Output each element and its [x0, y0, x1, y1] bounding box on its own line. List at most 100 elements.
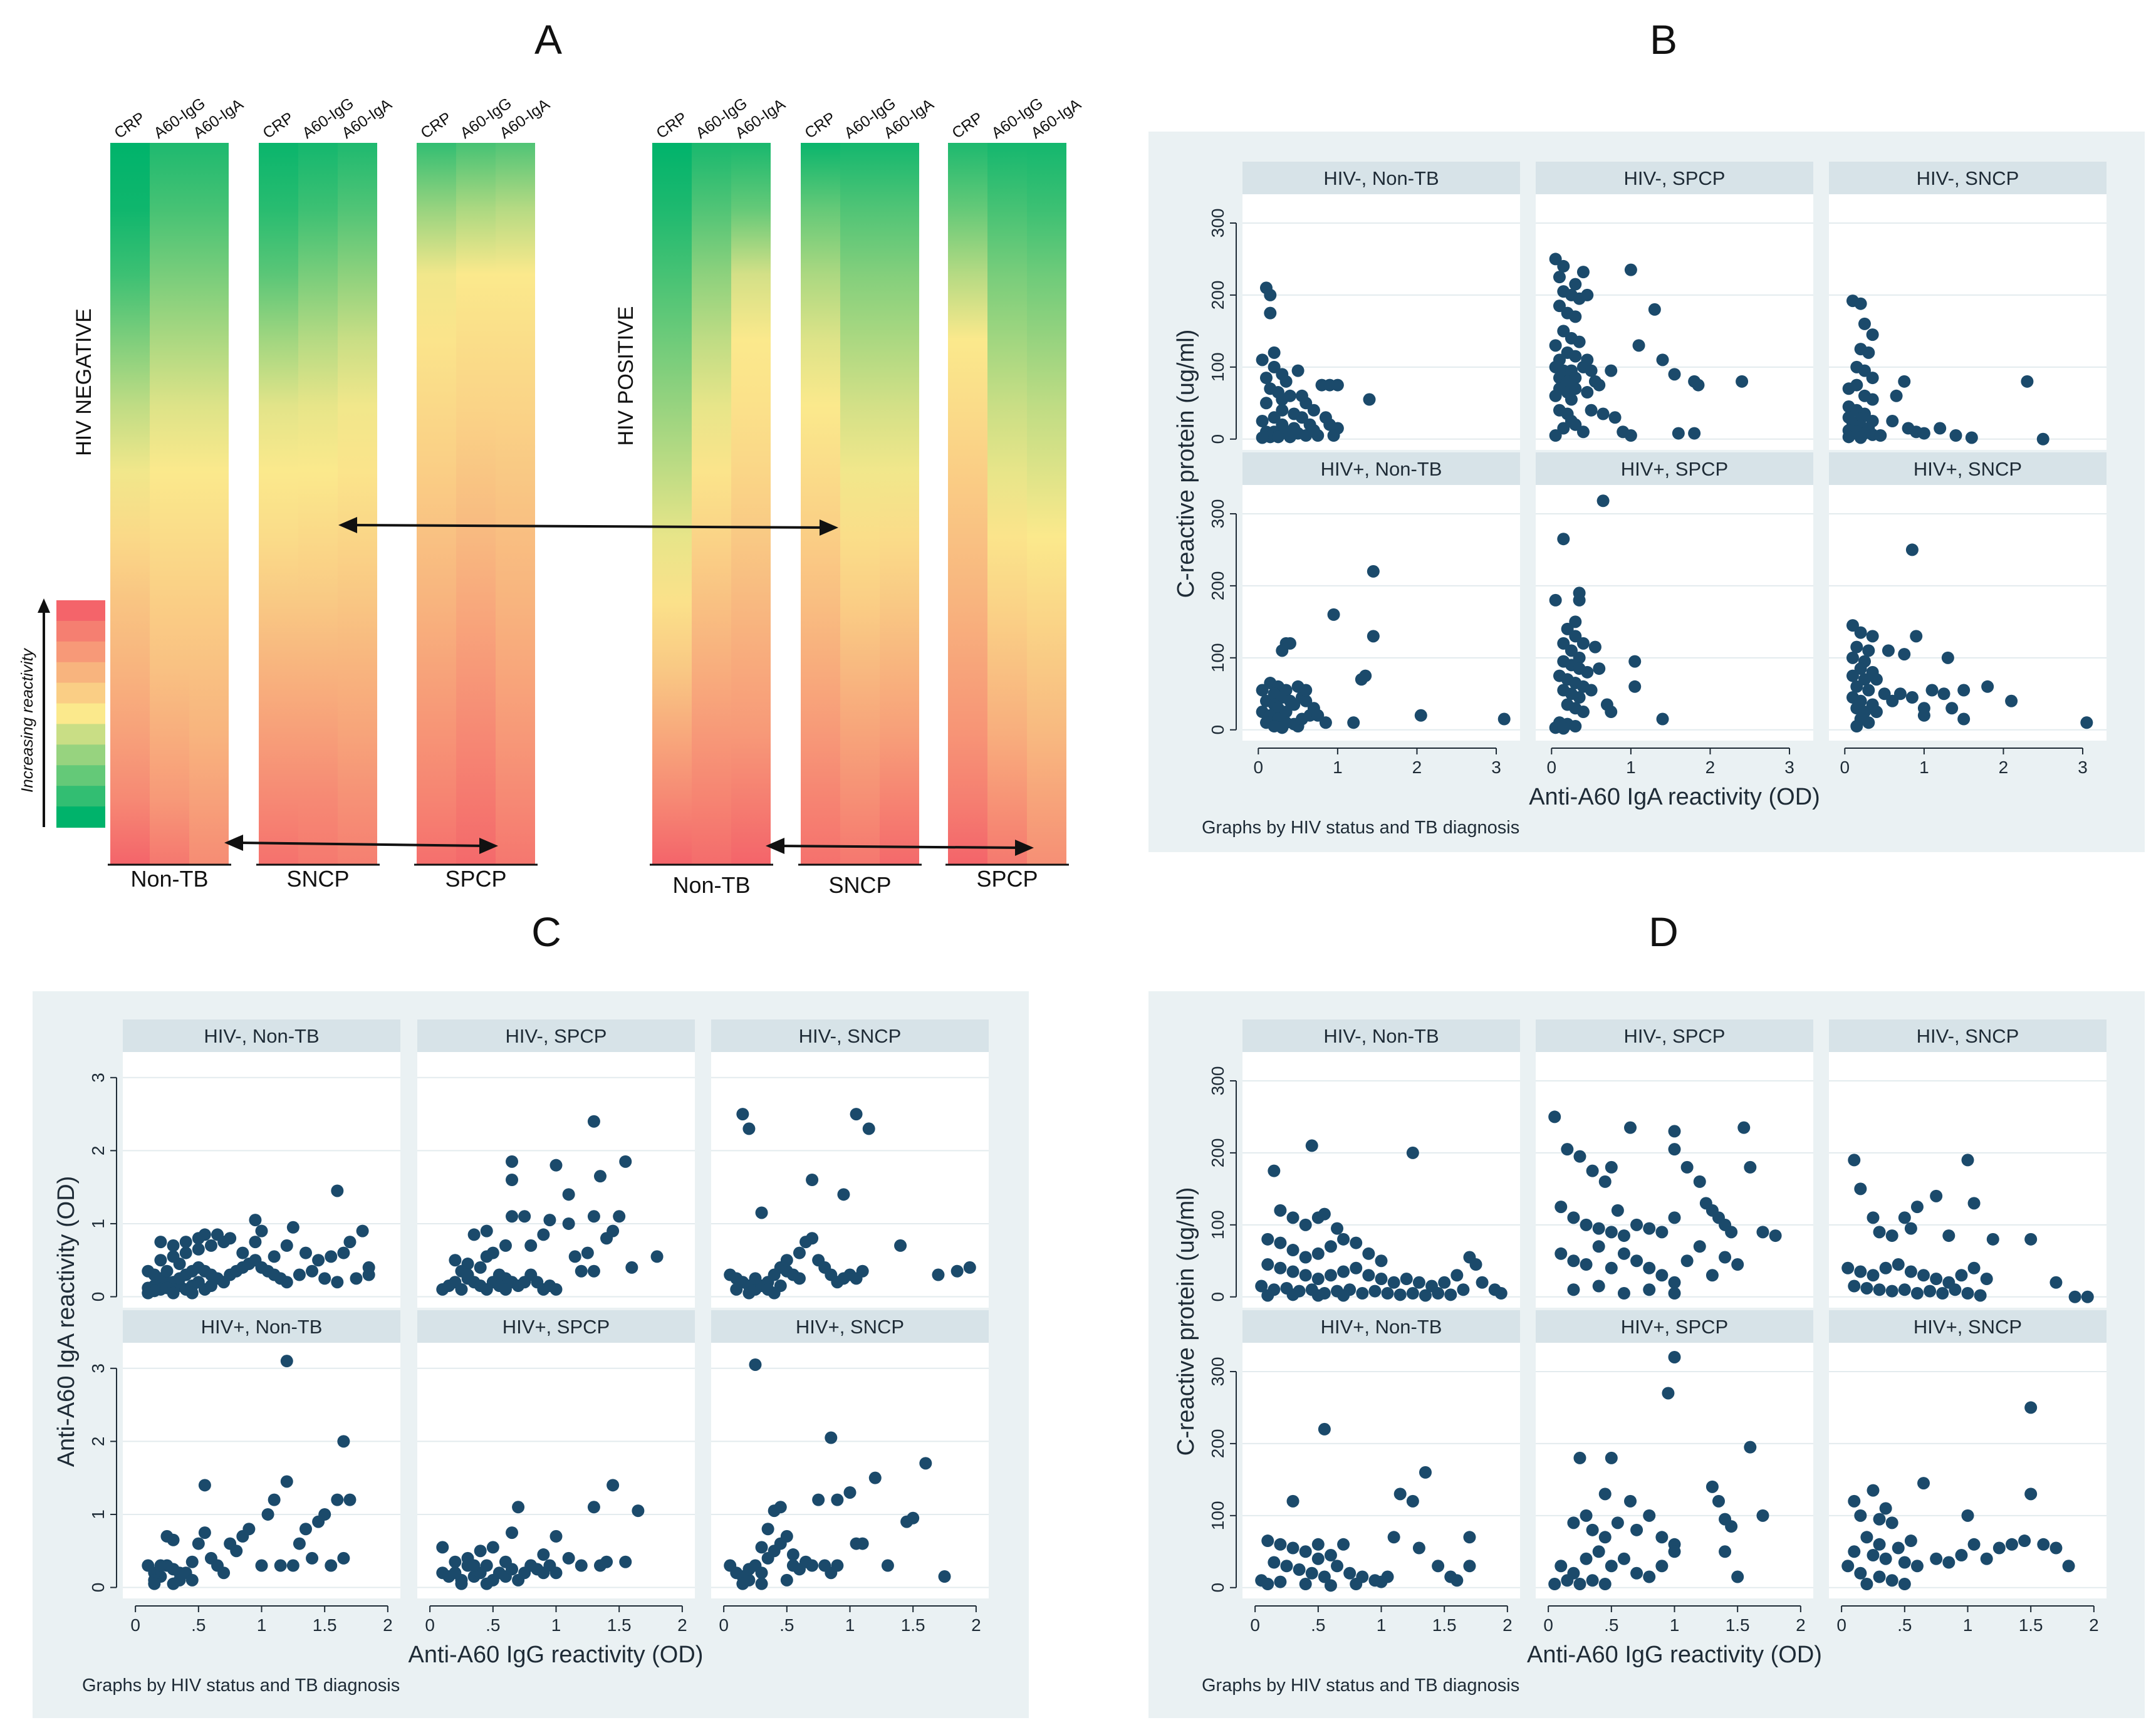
data-point — [1617, 1552, 1630, 1565]
data-point — [293, 1537, 306, 1550]
data-point — [1961, 1154, 1974, 1167]
data-point — [1585, 404, 1598, 417]
data-point — [1274, 1575, 1287, 1588]
data-point — [1605, 364, 1618, 377]
data-point — [1643, 1222, 1656, 1235]
data-point — [179, 1236, 192, 1249]
data-point — [518, 1210, 531, 1223]
data-point — [1268, 1164, 1281, 1177]
data-point — [274, 1559, 287, 1572]
data-point — [1264, 288, 1277, 301]
data-point — [1668, 1125, 1681, 1138]
facet: HIV+, SNCP 0 .5 1 1.5 2 — [711, 1310, 989, 1635]
data-point — [2062, 1560, 2075, 1573]
data-point — [325, 1559, 338, 1572]
plot-area — [711, 1343, 989, 1598]
data-point — [154, 1254, 167, 1267]
data-point — [1299, 1578, 1312, 1591]
data-point — [1725, 1520, 1738, 1533]
data-point — [1476, 1276, 1489, 1289]
data-point — [1655, 1269, 1669, 1282]
data-point — [1347, 716, 1360, 729]
data-point — [1744, 1441, 1757, 1454]
data-point — [1438, 1276, 1451, 1289]
data-point — [1324, 1269, 1337, 1282]
data-point — [1854, 662, 1867, 675]
data-point — [793, 1272, 806, 1285]
facet-title: HIV-, SPCP — [1624, 1025, 1726, 1047]
y-tick-label: 0 — [1208, 434, 1227, 444]
facet: HIV-, SNCP — [1829, 1019, 2107, 1308]
data-point — [455, 1577, 468, 1590]
x-tick-label: 2 — [1706, 758, 1716, 777]
data-point — [1873, 1226, 1886, 1239]
data-point — [1569, 720, 1582, 733]
data-point — [1892, 1258, 1905, 1271]
data-point — [1624, 1494, 1637, 1508]
data-point — [1680, 1160, 1694, 1174]
x-tick-label: 2 — [971, 1615, 981, 1635]
data-point — [198, 1526, 211, 1540]
data-point — [1858, 673, 1871, 686]
data-point — [1904, 1222, 1917, 1235]
data-point — [1608, 411, 1622, 424]
data-point — [204, 1279, 217, 1293]
data-point — [1299, 1545, 1312, 1558]
data-point — [1356, 1287, 1369, 1300]
data-point — [1274, 1261, 1287, 1274]
data-point — [1375, 1575, 1388, 1588]
x-tick-label: 0 — [1543, 1615, 1553, 1635]
data-point — [1293, 1563, 1306, 1576]
data-point — [1885, 1229, 1898, 1243]
data-point — [1596, 407, 1610, 420]
data-point — [932, 1268, 945, 1281]
facet-strip — [1242, 1019, 1520, 1052]
data-point — [1848, 1494, 1861, 1508]
legend-swatch — [56, 682, 105, 704]
data-point — [749, 1272, 762, 1285]
panel-letter-d: D — [1648, 909, 1679, 955]
data-point — [1842, 430, 1855, 444]
data-point — [1712, 1494, 1725, 1508]
panel-letter-b: B — [1650, 16, 1677, 63]
heatmap-column — [731, 143, 771, 865]
data-point — [167, 1239, 180, 1252]
data-point — [1961, 1509, 1974, 1522]
legend-label: Increasing reactivity — [18, 647, 36, 793]
data-point — [1617, 1247, 1630, 1260]
facet: HIV-, Non-TB 0 1 2 3 — [88, 1019, 400, 1308]
data-point — [1731, 1258, 1744, 1271]
data-point — [1860, 1281, 1873, 1295]
data-point — [755, 1541, 768, 1554]
data-point — [786, 1548, 799, 1561]
data-point — [1350, 1578, 1363, 1591]
data-point — [1569, 278, 1582, 291]
facet-strip — [711, 1310, 989, 1343]
data-point — [1573, 651, 1586, 664]
heatmap-column — [1027, 143, 1066, 865]
data-point — [474, 1545, 487, 1558]
data-point — [1942, 1556, 1956, 1569]
data-point — [449, 1555, 462, 1568]
data-point — [1276, 721, 1289, 734]
data-point — [154, 1559, 167, 1572]
data-point — [1656, 353, 1669, 367]
facet: HIV+, SNCP 0 .5 1 1.5 2 — [1829, 1310, 2107, 1635]
data-point — [1557, 259, 1570, 273]
heatmap-column — [189, 143, 229, 865]
data-point — [1318, 1207, 1331, 1221]
data-point — [1841, 1560, 1855, 1573]
data-point — [1879, 1261, 1892, 1274]
data-point — [306, 1264, 319, 1278]
data-point — [1605, 1226, 1618, 1239]
data-point — [1286, 1265, 1299, 1278]
data-point — [1580, 1218, 1593, 1231]
x-tick-label: 1.5 — [1432, 1615, 1457, 1635]
data-point — [1848, 1279, 1861, 1293]
data-point — [1387, 1276, 1400, 1289]
data-point — [736, 1577, 749, 1590]
data-point — [1255, 1279, 1268, 1293]
data-point — [217, 1566, 231, 1580]
data-point — [1719, 1251, 1732, 1264]
